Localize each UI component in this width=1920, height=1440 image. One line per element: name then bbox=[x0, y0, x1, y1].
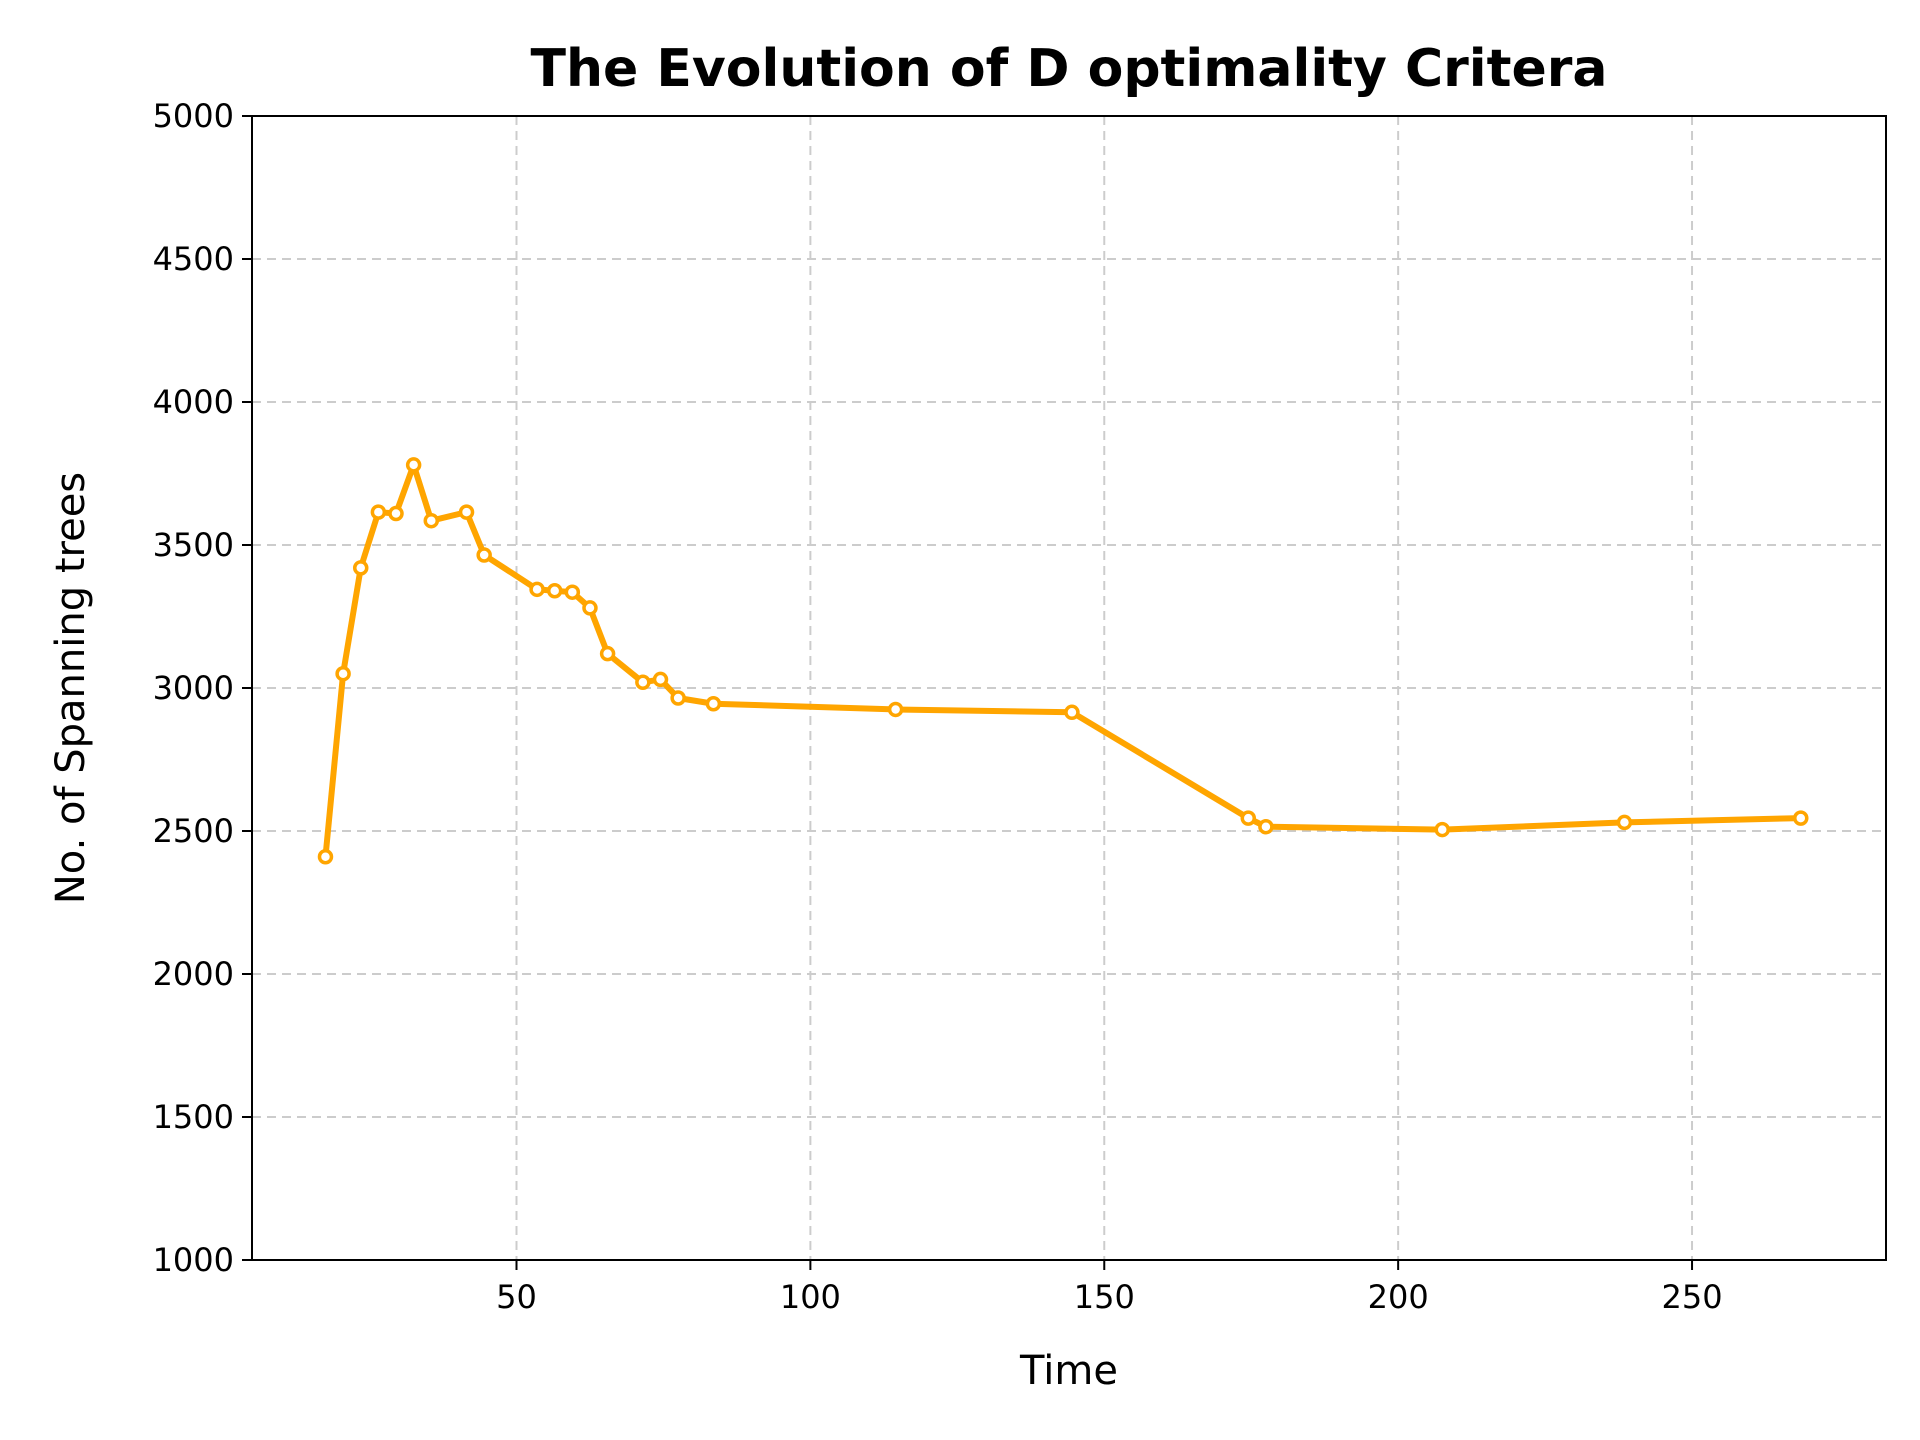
series-layer bbox=[317, 457, 1809, 865]
data-point bbox=[476, 547, 492, 563]
data-point bbox=[1258, 818, 1274, 835]
x-tick-label: 200 bbox=[1368, 1278, 1429, 1316]
data-point bbox=[887, 701, 904, 718]
y-tick-label: 2500 bbox=[153, 812, 234, 850]
data-point bbox=[670, 690, 686, 706]
x-tick-label: 250 bbox=[1661, 1278, 1722, 1316]
y-tick-label: 4500 bbox=[153, 240, 234, 278]
data-point bbox=[635, 674, 651, 691]
data-point bbox=[546, 583, 563, 599]
chart-title: The Evolution of D optimality Critera bbox=[531, 39, 1608, 99]
grid-lines bbox=[252, 115, 1886, 1261]
x-tick-label: 150 bbox=[1074, 1278, 1135, 1316]
data-point bbox=[388, 505, 404, 522]
y-axis-label: No. of Spanning trees bbox=[48, 472, 94, 904]
data-point bbox=[582, 600, 598, 616]
x-axis-label: Time bbox=[1019, 1348, 1118, 1394]
data-point bbox=[370, 504, 387, 520]
data-point bbox=[1434, 821, 1450, 838]
data-point bbox=[352, 560, 369, 576]
data-point bbox=[564, 584, 581, 600]
axis-ticks: 50 100 150 200 250 1000 1500 2000 2500 3000 3500 40… bbox=[153, 97, 1723, 1316]
data-point bbox=[652, 671, 669, 688]
data-point bbox=[1793, 810, 1809, 826]
data-point bbox=[335, 665, 351, 682]
data-point bbox=[423, 512, 440, 529]
series-line bbox=[322, 461, 1804, 860]
data-point bbox=[529, 581, 545, 598]
data-point bbox=[1240, 810, 1257, 826]
y-tick-label: 1500 bbox=[153, 1098, 234, 1136]
data-point bbox=[599, 645, 616, 662]
y-tick-label: 3000 bbox=[153, 669, 234, 707]
y-tick-label: 1000 bbox=[153, 1241, 234, 1279]
x-tick-label: 50 bbox=[496, 1278, 537, 1316]
y-tick-label: 4000 bbox=[153, 383, 234, 421]
data-point bbox=[317, 848, 334, 865]
y-tick-label: 5000 bbox=[153, 97, 234, 135]
data-point bbox=[1616, 814, 1633, 831]
y-tick-label: 2000 bbox=[153, 955, 234, 993]
plot-frame bbox=[251, 115, 1887, 1261]
y-tick-label: 3500 bbox=[153, 526, 234, 564]
data-point bbox=[1064, 704, 1080, 721]
data-point bbox=[705, 695, 722, 712]
data-point bbox=[405, 457, 422, 473]
x-tick-label: 100 bbox=[780, 1278, 841, 1316]
data-point bbox=[458, 504, 475, 520]
